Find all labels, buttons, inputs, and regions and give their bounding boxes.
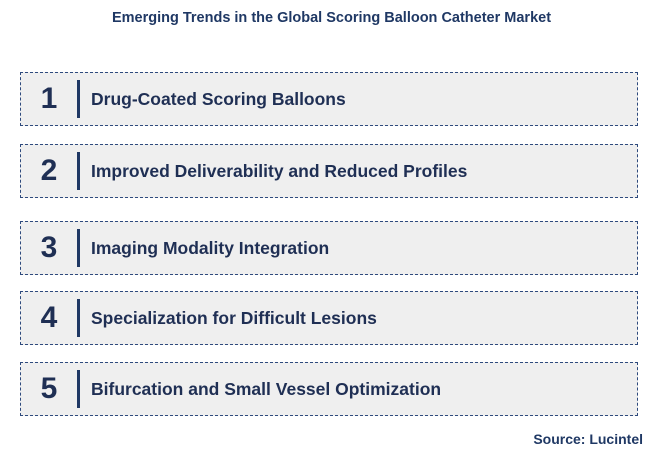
trend-label: Imaging Modality Integration xyxy=(91,237,330,258)
trend-number: 1 xyxy=(40,82,58,115)
trend-divider xyxy=(77,299,80,337)
trend-item-5: 5 Bifurcation and Small Vessel Optimizat… xyxy=(20,362,638,416)
trend-label: Improved Deliverability and Reduced Prof… xyxy=(91,160,468,181)
trend-number: 3 xyxy=(40,231,58,264)
trend-item-4: 4 Specialization for Difficult Lesions xyxy=(20,291,638,345)
trend-label: Bifurcation and Small Vessel Optimizatio… xyxy=(91,378,442,399)
trend-divider xyxy=(77,370,80,408)
trend-number: 5 xyxy=(40,372,58,405)
trend-label: Specialization for Difficult Lesions xyxy=(91,307,377,328)
trend-number: 4 xyxy=(40,301,58,334)
trend-divider xyxy=(77,152,80,190)
trend-divider xyxy=(77,229,80,267)
source-note: Source: Lucintel xyxy=(533,431,643,447)
trend-divider xyxy=(77,80,80,118)
trend-item-1: 1 Drug-Coated Scoring Balloons xyxy=(20,72,638,126)
diagram-title: Emerging Trends in the Global Scoring Ba… xyxy=(111,10,552,26)
trend-label: Drug-Coated Scoring Balloons xyxy=(91,88,346,109)
trend-number: 2 xyxy=(40,154,58,187)
trend-item-2: 2 Improved Deliverability and Reduced Pr… xyxy=(20,144,638,198)
trend-item-3: 3 Imaging Modality Integration xyxy=(20,221,638,275)
